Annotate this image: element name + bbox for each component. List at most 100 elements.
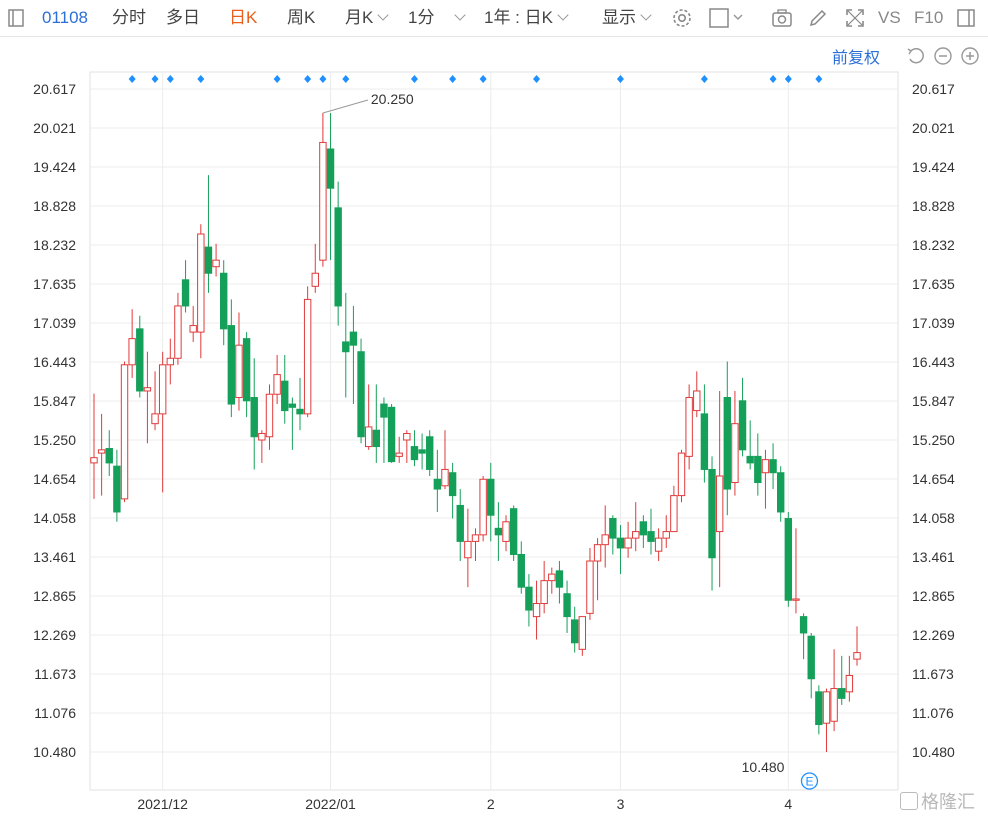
- tab-daily-k[interactable]: 日K: [229, 8, 258, 27]
- price-adjust-button[interactable]: 前复权: [832, 50, 881, 67]
- sidebar-toggle-icon[interactable]: [6, 7, 28, 29]
- event-marker[interactable]: [410, 75, 418, 83]
- candle[interactable]: [769, 443, 777, 490]
- candle[interactable]: [403, 430, 411, 463]
- candle[interactable]: [357, 338, 365, 444]
- period-select[interactable]: 1年 : 日K: [484, 7, 569, 29]
- candle[interactable]: [273, 354, 281, 405]
- candle[interactable]: [548, 567, 556, 594]
- minute-select[interactable]: 1分: [408, 7, 467, 29]
- candle[interactable]: [754, 433, 762, 496]
- zoom-in-icon[interactable]: [959, 45, 981, 67]
- candle[interactable]: [181, 260, 190, 313]
- candle[interactable]: [113, 449, 121, 522]
- candle[interactable]: [479, 475, 487, 542]
- candle[interactable]: [723, 361, 731, 516]
- candle[interactable]: [189, 305, 197, 342]
- candle[interactable]: [639, 515, 648, 548]
- tab-monthly-k[interactable]: 月K: [345, 7, 390, 29]
- candle[interactable]: [525, 574, 533, 627]
- candle[interactable]: [433, 449, 442, 512]
- candle[interactable]: [662, 515, 670, 548]
- candle[interactable]: [830, 649, 838, 732]
- candle[interactable]: [441, 430, 449, 490]
- event-marker[interactable]: [616, 75, 624, 83]
- candle[interactable]: [601, 505, 609, 568]
- candle[interactable]: [242, 332, 251, 418]
- candle[interactable]: [128, 309, 136, 378]
- candle[interactable]: [570, 606, 579, 653]
- candle[interactable]: [204, 175, 213, 293]
- candle[interactable]: [220, 260, 228, 346]
- panel-toggle-icon[interactable]: [956, 7, 978, 29]
- candle[interactable]: [517, 541, 525, 594]
- event-marker[interactable]: [197, 75, 205, 83]
- candles[interactable]: [90, 113, 861, 752]
- candle[interactable]: [815, 685, 823, 735]
- candle[interactable]: [464, 508, 472, 588]
- candle[interactable]: [326, 113, 335, 261]
- event-marker[interactable]: [166, 75, 174, 83]
- candle[interactable]: [395, 436, 403, 463]
- candle[interactable]: [105, 430, 113, 476]
- pencil-draw-icon[interactable]: [807, 7, 829, 29]
- candle[interactable]: [677, 449, 686, 503]
- reset-icon[interactable]: [905, 45, 927, 67]
- candle[interactable]: [227, 299, 236, 418]
- event-marker[interactable]: [151, 75, 159, 83]
- event-marker[interactable]: [128, 75, 136, 83]
- candle[interactable]: [90, 393, 98, 499]
- tab-multiday[interactable]: 多日: [166, 8, 200, 27]
- candle[interactable]: [136, 315, 144, 398]
- tab-intraday[interactable]: 分时: [112, 8, 146, 27]
- candle[interactable]: [281, 354, 289, 424]
- vs-compare-button[interactable]: VS: [878, 8, 901, 27]
- candle[interactable]: [715, 390, 724, 588]
- candle[interactable]: [777, 466, 785, 522]
- event-marker[interactable]: [700, 75, 708, 83]
- event-marker[interactable]: [304, 75, 312, 83]
- candle[interactable]: [487, 462, 495, 542]
- f10-button[interactable]: F10: [914, 8, 944, 27]
- candle[interactable]: [586, 547, 594, 620]
- candle[interactable]: [632, 502, 640, 552]
- candle[interactable]: [364, 384, 373, 450]
- candle[interactable]: [532, 580, 541, 640]
- candle[interactable]: [120, 361, 129, 503]
- candle[interactable]: [555, 561, 564, 604]
- candle[interactable]: [624, 521, 632, 558]
- candle[interactable]: [845, 655, 854, 702]
- camera-icon[interactable]: [771, 7, 793, 29]
- event-marker[interactable]: [449, 75, 457, 83]
- candle[interactable]: [197, 224, 205, 359]
- candle[interactable]: [448, 462, 457, 519]
- candle[interactable]: [174, 292, 182, 365]
- candle[interactable]: [746, 420, 754, 470]
- settings-gear-icon[interactable]: [671, 7, 693, 29]
- candle[interactable]: [372, 384, 381, 463]
- candle[interactable]: [288, 397, 297, 450]
- candle[interactable]: [151, 371, 159, 431]
- candle[interactable]: [456, 489, 464, 562]
- event-badge[interactable]: E: [800, 772, 819, 790]
- event-marker[interactable]: [273, 75, 281, 83]
- candle[interactable]: [250, 358, 258, 470]
- candle[interactable]: [792, 528, 800, 614]
- candle[interactable]: [97, 413, 106, 496]
- candle[interactable]: [578, 616, 587, 656]
- candle[interactable]: [838, 655, 846, 705]
- candle[interactable]: [853, 626, 861, 666]
- candle[interactable]: [426, 430, 434, 476]
- candle[interactable]: [670, 485, 678, 533]
- candle[interactable]: [708, 456, 716, 591]
- candle[interactable]: [799, 613, 808, 660]
- candle[interactable]: [761, 449, 770, 509]
- candle[interactable]: [563, 580, 571, 633]
- candle[interactable]: [502, 515, 510, 552]
- zoom-out-icon[interactable]: [932, 45, 954, 67]
- candle[interactable]: [303, 286, 312, 418]
- candle[interactable]: [265, 384, 274, 450]
- candle[interactable]: [807, 632, 815, 699]
- candle[interactable]: [700, 384, 709, 483]
- candle[interactable]: [471, 528, 480, 562]
